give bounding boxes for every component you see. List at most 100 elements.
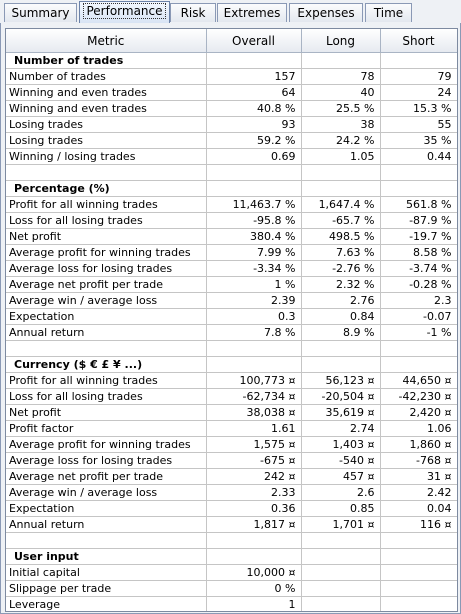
table-row[interactable]: Average win / average loss 2.39 2.76 2.3 xyxy=(6,292,457,309)
spacer-row[interactable] xyxy=(6,340,457,357)
table-row[interactable]: Slippage per trade 0 % xyxy=(6,580,457,597)
short-value-cell xyxy=(380,596,457,611)
short-value-cell: 31 ¤ xyxy=(380,468,457,485)
table-row[interactable]: Average profit for winning trades 7.99 % 7… xyxy=(6,244,457,261)
table-row[interactable]: Profit for all winning trades 100,773 ¤ 56… xyxy=(6,372,457,389)
table-row[interactable]: Winning and even trades 40.8 % 25.5 % 15.3 … xyxy=(6,100,457,117)
long-value-cell: 1,647.4 % xyxy=(301,196,381,213)
overall-value-cell: 59.2 % xyxy=(206,132,302,149)
long-value-cell: 2.32 % xyxy=(301,276,381,293)
empty-cell xyxy=(206,52,302,69)
empty-cell xyxy=(380,180,457,197)
metric-name-cell: Average profit for winning trades xyxy=(6,244,207,261)
table-row[interactable]: Number of trades 157 78 79 xyxy=(6,68,457,85)
table-row[interactable]: Average profit for winning trades 1,575 ¤… xyxy=(6,436,457,453)
section-header-row[interactable]: Currency ($ € £ ¥ ...) xyxy=(6,356,457,373)
short-value-cell: 0.04 xyxy=(380,500,457,517)
tab-expenses[interactable]: Expenses xyxy=(289,3,363,22)
short-value-cell xyxy=(380,564,457,581)
table-row[interactable]: Losing trades 59.2 % 24.2 % 35 % xyxy=(6,132,457,149)
table-row[interactable]: Winning and even trades 64 40 24 xyxy=(6,84,457,101)
table-row[interactable]: Profit factor 1.61 2.74 1.06 xyxy=(6,420,457,437)
metric-name-cell: Profit for all winning trades xyxy=(6,196,207,213)
table-row[interactable]: Average net profit per trade 242 ¤ 457 ¤ 31… xyxy=(6,468,457,485)
empty-cell xyxy=(301,356,381,373)
metric-name-cell: Average net profit per trade xyxy=(6,276,207,293)
column-header-metric[interactable]: Metric xyxy=(6,29,207,53)
short-value-cell: 55 xyxy=(380,116,457,133)
short-value-cell: 8.58 % xyxy=(380,244,457,261)
empty-cell xyxy=(301,340,381,357)
table-row[interactable]: Winning / losing trades 0.69 1.05 0.44 xyxy=(6,148,457,165)
short-value-cell: 1,860 ¤ xyxy=(380,436,457,453)
overall-value-cell: 100,773 ¤ xyxy=(206,372,302,389)
table-row[interactable]: Initial capital 10,000 ¤ xyxy=(6,564,457,581)
metric-name-cell: Initial capital xyxy=(6,564,207,581)
empty-cell xyxy=(380,548,457,565)
tab-performance[interactable]: Performance xyxy=(79,1,170,23)
metric-name-cell: Losing trades xyxy=(6,132,207,149)
table-row[interactable]: Annual return 7.8 % 8.9 % -1 % xyxy=(6,324,457,341)
short-value-cell: -0.28 % xyxy=(380,276,457,293)
table-row[interactable]: Average net profit per trade 1 % 2.32 % -0.… xyxy=(6,276,457,293)
spacer-row[interactable] xyxy=(6,532,457,549)
long-value-cell: 0.85 xyxy=(301,500,381,517)
empty-cell xyxy=(301,548,381,565)
table-row[interactable]: Average win / average loss 2.33 2.6 2.42 xyxy=(6,484,457,501)
metric-name-cell: Annual return xyxy=(6,324,207,341)
tab-summary[interactable]: Summary xyxy=(4,3,77,22)
long-value-cell: -2.76 % xyxy=(301,260,381,277)
metric-name-cell: Profit for all winning trades xyxy=(6,372,207,389)
spacer-row[interactable] xyxy=(6,164,457,181)
metric-name-cell: Net profit xyxy=(6,404,207,421)
column-header-overall[interactable]: Overall xyxy=(206,29,302,53)
short-value-cell: -1 % xyxy=(380,324,457,341)
metric-name-cell: Number of trades xyxy=(6,68,207,85)
table-row[interactable]: Leverage 1 xyxy=(6,596,457,611)
section-header-row[interactable]: Number of trades xyxy=(6,52,457,69)
section-title: User input xyxy=(6,548,207,565)
short-value-cell: -87.9 % xyxy=(380,212,457,229)
empty-cell xyxy=(301,52,381,69)
tab-risk[interactable]: Risk xyxy=(170,3,216,22)
overall-value-cell: 93 xyxy=(206,116,302,133)
tab-bar: Summary Performance Risk Extremes Expens… xyxy=(0,0,461,24)
metrics-table-container[interactable]: Metric Overall Long Short Number of trad… xyxy=(5,28,458,612)
short-value-cell: 15.3 % xyxy=(380,100,457,117)
short-value-cell xyxy=(380,580,457,597)
overall-value-cell: 1 % xyxy=(206,276,302,293)
table-row[interactable]: Profit for all winning trades 11,463.7 % 1… xyxy=(6,196,457,213)
column-header-short[interactable]: Short xyxy=(380,29,457,53)
table-row[interactable]: Losing trades 93 38 55 xyxy=(6,116,457,133)
tab-extremes[interactable]: Extremes xyxy=(217,3,287,22)
table-row[interactable]: Net profit 38,038 ¤ 35,619 ¤ 2,420 ¤ xyxy=(6,404,457,421)
section-header-row[interactable]: User input xyxy=(6,548,457,565)
empty-cell xyxy=(206,532,302,549)
tab-label: Risk xyxy=(180,6,206,20)
long-value-cell: 78 xyxy=(301,68,381,85)
table-row[interactable]: Loss for all losing trades -62,734 ¤ -20,5… xyxy=(6,388,457,405)
section-header-row[interactable]: Percentage (%) xyxy=(6,180,457,197)
empty-cell xyxy=(380,532,457,549)
long-value-cell: -540 ¤ xyxy=(301,452,381,469)
overall-value-cell: 0 % xyxy=(206,580,302,597)
table-row[interactable]: Average loss for losing trades -3.34 % -2.… xyxy=(6,260,457,277)
metric-name-cell: Average win / average loss xyxy=(6,484,207,501)
table-row[interactable]: Expectation 0.3 0.84 -0.07 xyxy=(6,308,457,325)
long-value-cell: 7.63 % xyxy=(301,244,381,261)
column-header-long[interactable]: Long xyxy=(301,29,381,53)
table-row[interactable]: Annual return 1,817 ¤ 1,701 ¤ 116 ¤ xyxy=(6,516,457,533)
table-row[interactable]: Loss for all losing trades -95.8 % -65.7 %… xyxy=(6,212,457,229)
table-row[interactable]: Net profit 380.4 % 498.5 % -19.7 % xyxy=(6,228,457,245)
empty-cell xyxy=(301,180,381,197)
short-value-cell: 2.42 xyxy=(380,484,457,501)
empty-cell xyxy=(206,164,302,181)
metric-name-cell: Expectation xyxy=(6,500,207,517)
short-value-cell: 1.06 xyxy=(380,420,457,437)
table-row[interactable]: Expectation 0.36 0.85 0.04 xyxy=(6,500,457,517)
table-row[interactable]: Average loss for losing trades -675 ¤ -540… xyxy=(6,452,457,469)
tab-time[interactable]: Time xyxy=(365,3,412,22)
metric-name-cell: Losing trades xyxy=(6,116,207,133)
performance-panel: Metric Overall Long Short Number of trad… xyxy=(0,23,461,614)
overall-value-cell: 11,463.7 % xyxy=(206,196,302,213)
